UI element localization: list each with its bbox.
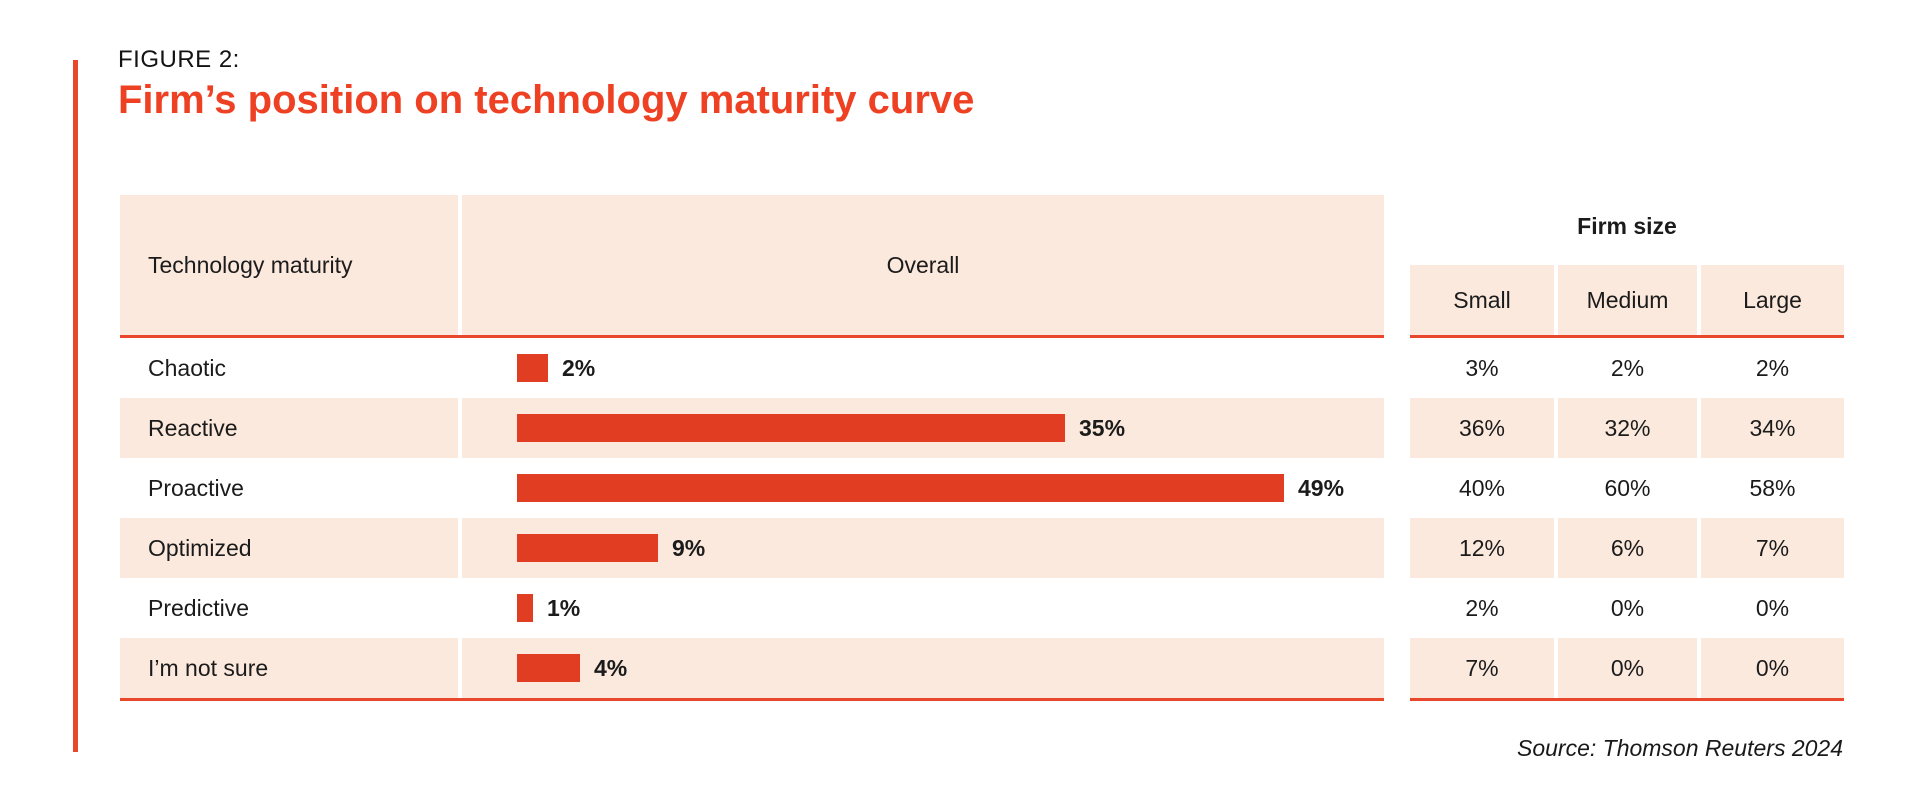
row-label: Reactive: [120, 398, 458, 458]
overall-bar: [517, 354, 548, 382]
column-header-large: Large: [1701, 265, 1844, 335]
value-large: 58%: [1749, 474, 1796, 501]
overall-bar-cell: 4%: [462, 638, 1384, 698]
column-header-medium: Medium: [1558, 265, 1697, 335]
value-medium: 32%: [1558, 398, 1697, 458]
firm-size-group-header: Firm size: [1577, 213, 1677, 239]
firm-size-row-proactive: 40% 60% 58%: [1410, 458, 1844, 518]
value-large: 34%: [1701, 398, 1844, 458]
header-divider-rule: [120, 335, 1384, 338]
figure-title: Firm’s position on technology maturity c…: [118, 78, 975, 122]
table-row-not-sure: I’m not sure 4%: [120, 638, 1384, 698]
overall-bar-cell: 9%: [462, 518, 1384, 578]
overall-value-label: 1%: [547, 594, 581, 621]
value-large: 0%: [1701, 638, 1844, 698]
value-small: 12%: [1410, 518, 1554, 578]
overall-bar: [517, 474, 1284, 502]
row-label: I’m not sure: [120, 638, 458, 698]
value-large: 2%: [1755, 354, 1790, 381]
overall-value-label: 9%: [672, 534, 706, 561]
left-accent-rule: [73, 60, 78, 752]
overall-bar-cell: 2%: [462, 338, 1384, 398]
firm-size-row-chaotic: 3% 2% 2%: [1410, 338, 1844, 398]
row-label: Chaotic: [148, 354, 226, 381]
overall-bar-cell: 1%: [462, 578, 1384, 638]
header-divider-rule: [1410, 335, 1844, 338]
value-medium: 6%: [1558, 518, 1697, 578]
table-bottom-rule: [120, 698, 1384, 701]
overall-bar-cell: 35%: [462, 398, 1384, 458]
firm-size-table: Firm size Small Medium Large 3% 2% 2% 36…: [1410, 213, 1844, 701]
overall-value-label: 49%: [1298, 474, 1345, 501]
firm-size-row-reactive: 36% 32% 34%: [1410, 398, 1844, 458]
firm-size-row-optimized: 12% 6% 7%: [1410, 518, 1844, 578]
value-medium: 0%: [1558, 638, 1697, 698]
column-header-small: Small: [1410, 265, 1554, 335]
maturity-table: Technology maturity Overall Chaotic 2% R…: [120, 195, 1384, 701]
overall-bar-cell: 49%: [462, 458, 1384, 518]
overall-bar: [517, 654, 580, 682]
table-row-chaotic: Chaotic 2%: [120, 338, 1384, 398]
column-header-overall: Overall: [462, 195, 1384, 335]
value-small: 40%: [1458, 474, 1506, 501]
maturity-table-header: Technology maturity Overall: [120, 195, 1384, 335]
value-small: 3%: [1465, 354, 1499, 381]
table-bottom-rule: [1410, 698, 1844, 701]
row-label: Proactive: [148, 474, 244, 501]
value-small: 36%: [1410, 398, 1554, 458]
table-row-proactive: Proactive 49%: [120, 458, 1384, 518]
overall-bar: [517, 594, 533, 622]
source-attribution: Source: Thomson Reuters 2024: [1516, 735, 1843, 761]
table-row-predictive: Predictive 1%: [120, 578, 1384, 638]
value-small: 2%: [1465, 594, 1499, 621]
table-row-reactive: Reactive 35%: [120, 398, 1384, 458]
figure-number-label: FIGURE 2:: [118, 46, 240, 73]
overall-bar: [517, 414, 1065, 442]
overall-value-label: 4%: [594, 654, 628, 681]
row-label: Predictive: [148, 594, 249, 621]
value-large: 7%: [1701, 518, 1844, 578]
column-header-technology-maturity: Technology maturity: [120, 195, 458, 335]
firm-size-row-predictive: 2% 0% 0%: [1410, 578, 1844, 638]
firm-size-column-headers: Small Medium Large: [1410, 265, 1844, 335]
value-medium: 60%: [1604, 474, 1651, 501]
overall-value-label: 2%: [562, 354, 596, 381]
value-large: 0%: [1755, 594, 1790, 621]
table-row-optimized: Optimized 9%: [120, 518, 1384, 578]
overall-bar: [517, 534, 658, 562]
value-medium: 0%: [1610, 594, 1645, 621]
value-medium: 2%: [1610, 354, 1645, 381]
row-label: Optimized: [120, 518, 458, 578]
value-small: 7%: [1410, 638, 1554, 698]
overall-value-label: 35%: [1079, 414, 1126, 441]
firm-size-row-not-sure: 7% 0% 0%: [1410, 638, 1844, 698]
